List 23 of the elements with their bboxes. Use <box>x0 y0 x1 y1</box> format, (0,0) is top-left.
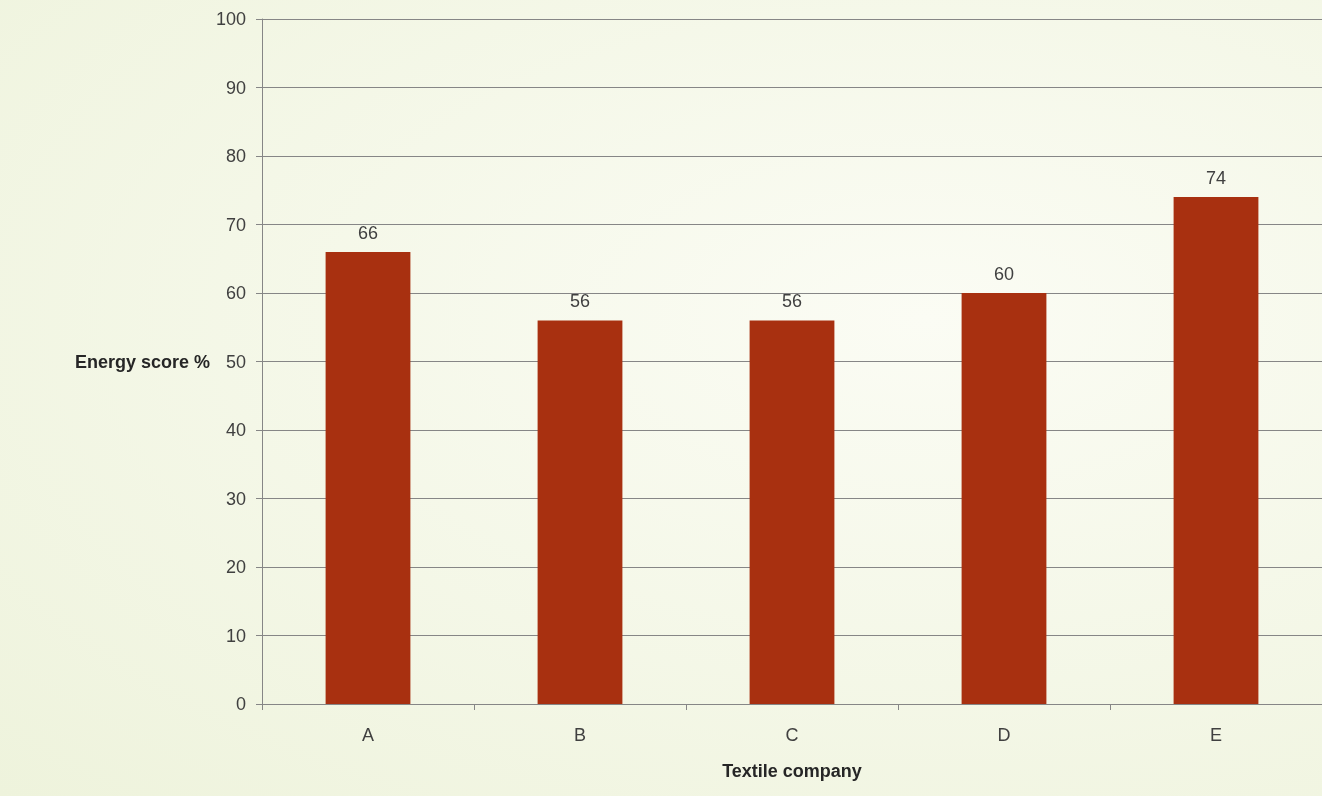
data-label: 56 <box>569 291 591 312</box>
y-axis-title: Energy score % <box>75 351 211 372</box>
y-tick-label: 80 <box>225 146 246 166</box>
y-tick-label: 50 <box>225 351 246 372</box>
y-tick-label: 20 <box>225 557 246 577</box>
y-tick-label: 40 <box>225 420 246 440</box>
y-tick-label: 70 <box>225 214 246 235</box>
y-tick-label: 60 <box>225 283 246 303</box>
y-tick-label: 100 <box>215 9 246 29</box>
y-tick-label: 30 <box>225 488 246 509</box>
x-tick-label: A <box>361 725 375 745</box>
y-tick-label: 90 <box>225 77 246 98</box>
y-tick-label: 0 <box>235 694 246 714</box>
x-tick-label: B <box>573 725 587 745</box>
x-tick-label: D <box>997 725 1011 745</box>
x-tick-label: E <box>1209 725 1223 745</box>
x-tick-label: C <box>785 725 799 745</box>
data-label: 66 <box>357 222 379 243</box>
x-axis-title: Textile company <box>722 761 862 781</box>
data-label: 60 <box>993 264 1015 284</box>
y-tick-label: 10 <box>225 625 246 646</box>
data-label: 56 <box>781 291 803 312</box>
data-label: 74 <box>1205 168 1227 189</box>
